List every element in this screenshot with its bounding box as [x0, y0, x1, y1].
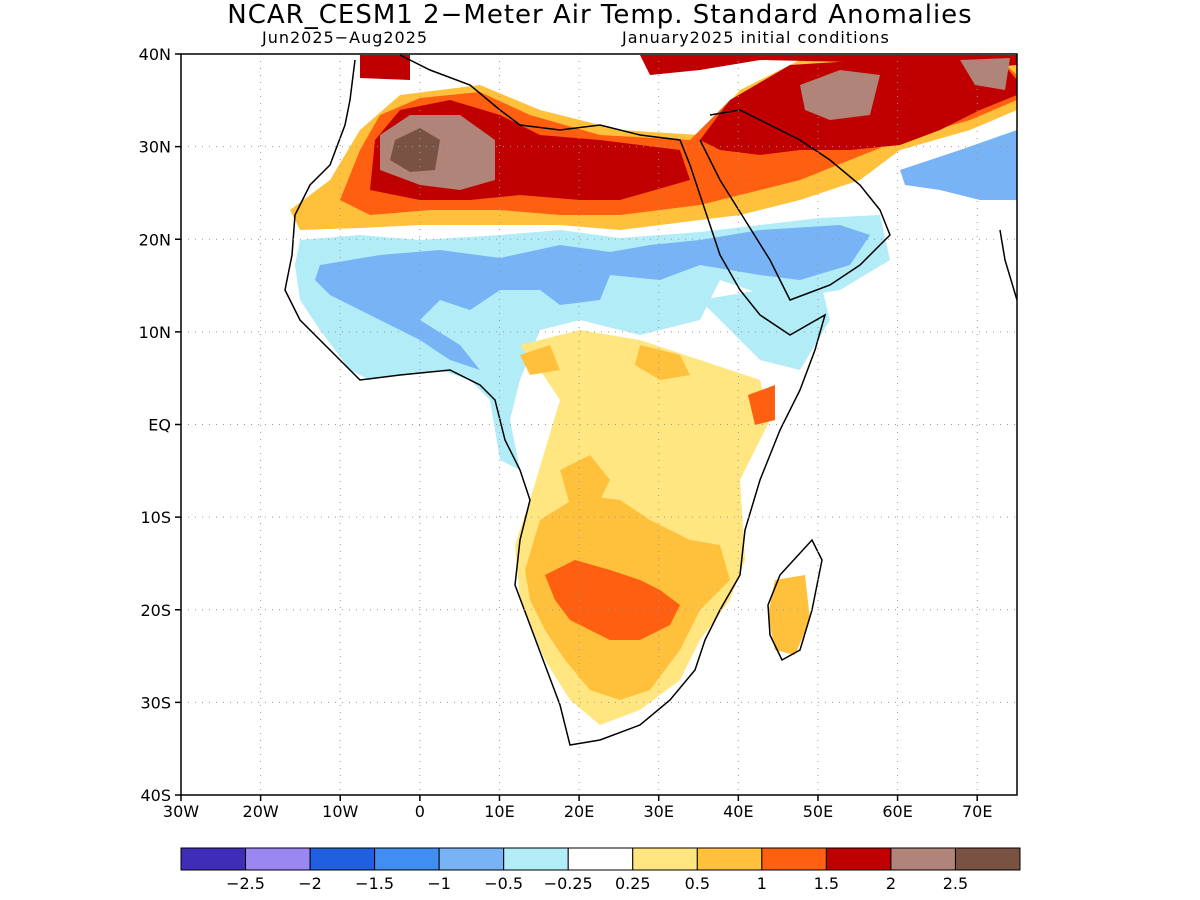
colorbar-label: −2.5 — [226, 874, 265, 893]
iran-cool-region — [900, 130, 1017, 200]
colorbar-label: −0.25 — [544, 874, 593, 893]
lat-tick-label: 10N — [139, 323, 171, 342]
madagascar-warm — [768, 575, 810, 655]
lon-tick-label: 20E — [564, 802, 594, 821]
colorbar-label: 0.5 — [685, 874, 710, 893]
coastlines — [284, 54, 1017, 746]
lon-tick-label: 50E — [803, 802, 833, 821]
lon-tick-label: 30W — [163, 802, 199, 821]
longitude-axis: 30W 20W 10W 0 10E 20E 30E 40E 50E 60E 70E — [163, 795, 992, 821]
colorbar-swatch — [632, 847, 698, 871]
lon-tick-label: 0 — [415, 802, 425, 821]
colorbar-label: −1.5 — [355, 874, 394, 893]
latitude-axis: 40N 30N 20N 10N EQ 10S 20S 30S 40S — [139, 45, 181, 805]
anomaly-shading — [290, 55, 1017, 725]
lat-tick-label: 30S — [140, 693, 171, 712]
lon-tick-label: 30E — [643, 802, 673, 821]
lat-tick-label: 30N — [139, 138, 171, 157]
colorbar-swatch — [438, 847, 505, 871]
colorbar-swatch — [890, 847, 956, 871]
colorbar-swatch — [309, 847, 376, 871]
lon-tick-label: 70E — [962, 802, 992, 821]
lat-tick-label: 20N — [139, 230, 171, 249]
map-title: NCAR_CESM1 2−Meter Air Temp. Standard An… — [227, 0, 973, 30]
horn-cool-region — [700, 280, 830, 370]
initial-conditions: January2025 initial conditions — [622, 28, 890, 47]
colorbar-label: 1.5 — [814, 874, 839, 893]
colorbar-label: 2 — [886, 874, 896, 893]
lon-tick-label: 10E — [484, 802, 514, 821]
lon-tick-label: 40E — [723, 802, 753, 821]
lon-tick-label: 20W — [243, 802, 279, 821]
colorbar-swatch — [825, 847, 892, 871]
colorbar: −2.5 −2 −1.5 −1 −0.5 −0.25 0.25 0.5 1 1.5 2 2.5 — [180, 847, 1021, 893]
lat-tick-label: 10S — [140, 508, 171, 527]
colorbar-label: −0.5 — [484, 874, 523, 893]
lon-tick-label: 60E — [882, 802, 912, 821]
lon-tick-label: 10W — [322, 802, 358, 821]
colorbar-swatch — [180, 847, 247, 871]
colorbar-swatch — [696, 847, 763, 871]
india-coastline — [999, 229, 1017, 301]
colorbar-label: 0.25 — [615, 874, 651, 893]
lat-tick-label: 40S — [140, 786, 171, 805]
forecast-period: Jun2025−Aug2025 — [262, 28, 429, 47]
med-red-region — [360, 55, 1017, 80]
lat-tick-label: 40N — [139, 45, 171, 64]
sahara-extreme-region — [380, 58, 1010, 190]
colorbar-swatch — [567, 847, 634, 871]
lat-tick-label: 20S — [140, 601, 171, 620]
madagascar-coastline — [767, 538, 823, 662]
africa-coastline — [284, 54, 827, 746]
colorbar-swatch — [245, 847, 311, 871]
sahara-max-region — [390, 128, 440, 172]
colorbar-swatch — [503, 847, 569, 871]
southern-hot-region — [545, 385, 795, 650]
arabia-coastline — [699, 109, 891, 301]
colorbar-label: 1 — [757, 874, 767, 893]
colorbar-label: −2 — [298, 874, 322, 893]
colorbar-swatch — [761, 847, 827, 871]
colorbar-label: −1 — [427, 874, 451, 893]
sahel-blue-cells — [315, 225, 870, 370]
lat-tick-label: EQ — [148, 416, 171, 435]
colorbar-swatch — [954, 847, 1021, 871]
colorbar-label: 2.5 — [943, 874, 968, 893]
colorbar-swatch — [374, 847, 440, 871]
